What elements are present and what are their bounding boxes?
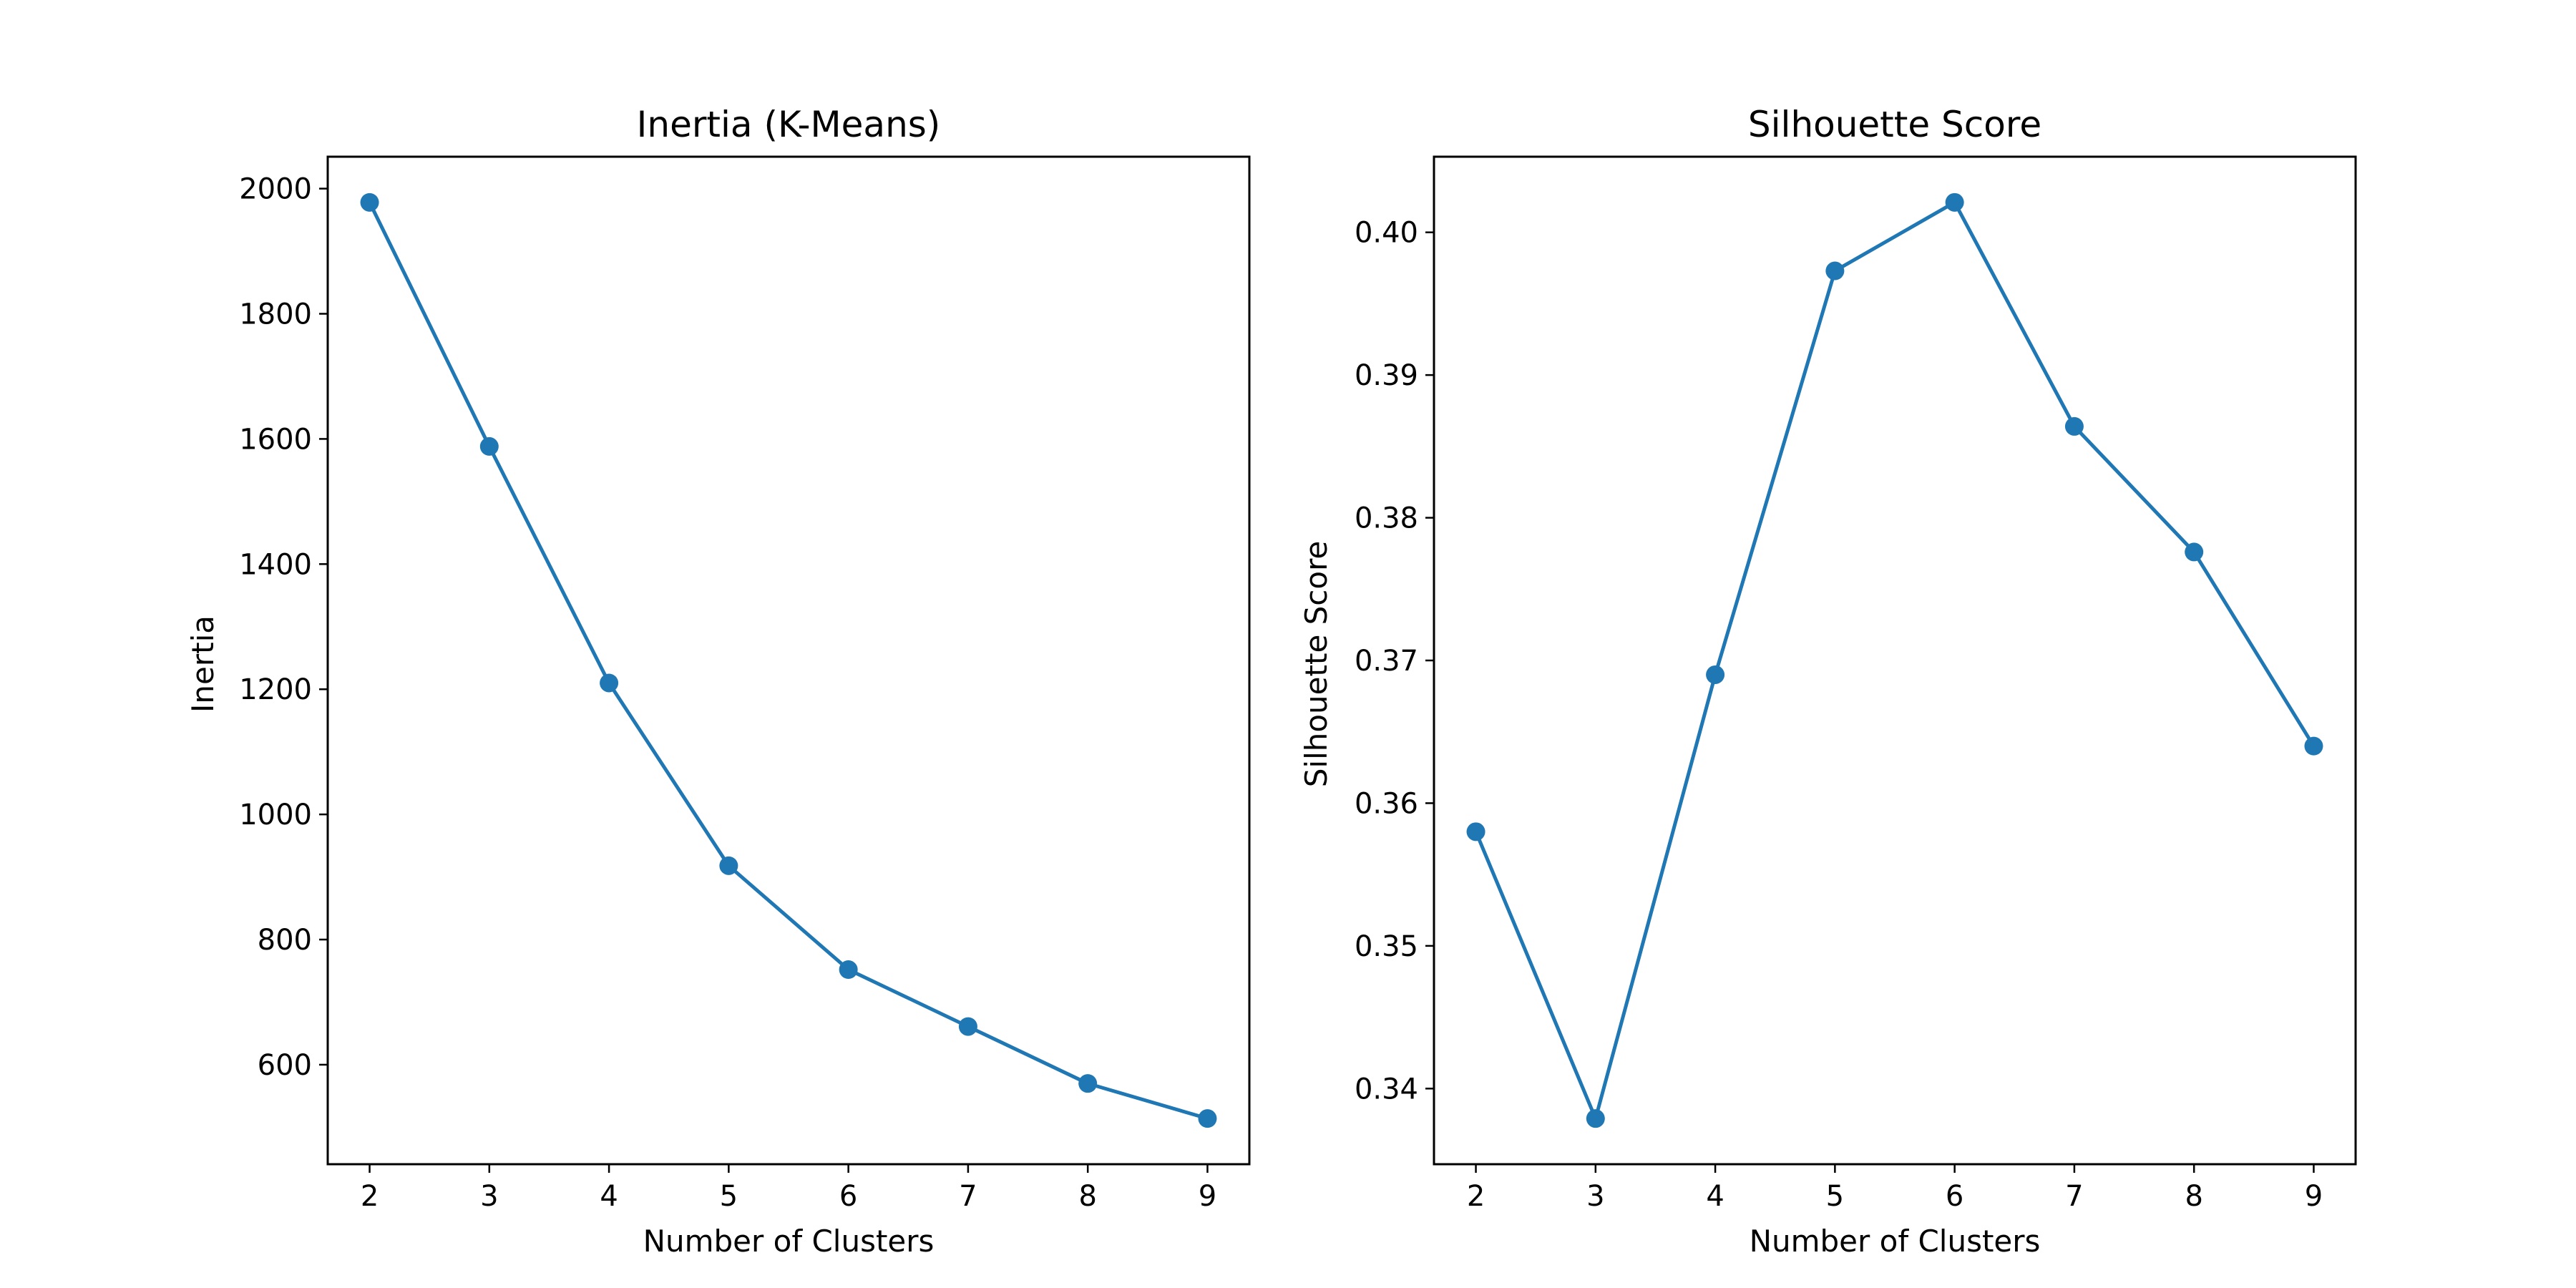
data-point — [2064, 416, 2084, 436]
x-tick-label: 9 — [1199, 1180, 1216, 1213]
data-point — [1706, 665, 1725, 684]
plot-frame — [326, 155, 1251, 1166]
data-point — [2304, 736, 2323, 756]
data-point — [1945, 192, 1964, 212]
series-line — [368, 201, 1209, 1121]
axis-ticks: 2 3 4 5 6 7 8 9 600 800 1000 1200 1400 1600 1800 2000 — [239, 173, 1216, 1213]
chart-title: Silhouette Score — [1748, 104, 2041, 145]
y-axis-label: Silhouette Score — [1299, 541, 1334, 788]
y-tick-label: 0.36 — [1355, 787, 1418, 820]
y-tick-label: 1800 — [239, 298, 312, 331]
x-axis-label: Number of Clusters — [643, 1224, 935, 1259]
x-tick-label: 4 — [1706, 1180, 1724, 1213]
y-tick-label: 2000 — [239, 173, 312, 206]
data-point — [600, 673, 619, 693]
x-tick-label: 7 — [2065, 1180, 2083, 1213]
y-tick-label: 600 — [258, 1049, 312, 1082]
plot-frame — [1433, 155, 2357, 1166]
plot-marks — [360, 192, 1217, 1128]
y-tick-label: 0.37 — [1355, 645, 1418, 678]
x-tick-label: 5 — [1826, 1180, 1844, 1213]
data-point — [360, 192, 379, 212]
axis-ticks: 2 3 4 5 6 7 8 9 0.34 0.35 0.36 0.37 0.38 0.39 0.40 — [1355, 217, 2323, 1213]
data-point — [479, 436, 499, 456]
y-tick-label: 0.40 — [1355, 217, 1418, 250]
x-tick-label: 3 — [480, 1180, 498, 1213]
data-point — [1198, 1109, 1217, 1128]
data-point — [958, 1017, 977, 1036]
y-tick-label: 800 — [258, 924, 312, 957]
x-tick-label: 9 — [2305, 1180, 2323, 1213]
series-line — [1474, 200, 2316, 1121]
y-tick-label: 0.38 — [1355, 502, 1418, 535]
data-point — [1466, 822, 1485, 841]
data-point — [719, 856, 738, 875]
x-tick-label: 4 — [600, 1180, 618, 1213]
y-tick-label: 0.34 — [1355, 1073, 1418, 1106]
y-axis-label: Inertia — [185, 615, 220, 713]
data-point — [839, 960, 858, 980]
y-tick-label: 1600 — [239, 423, 312, 456]
x-axis-label: Number of Clusters — [1750, 1224, 2041, 1259]
data-point — [1078, 1074, 1098, 1093]
plot-marks — [1466, 192, 2323, 1128]
x-tick-label: 2 — [361, 1180, 379, 1213]
y-tick-label: 1000 — [239, 799, 312, 831]
y-tick-label: 0.39 — [1355, 359, 1418, 392]
inertia-subplot: Inertia (K-Means) Number of Clusters Ine… — [185, 104, 1251, 1259]
x-tick-label: 7 — [959, 1180, 977, 1213]
x-tick-label: 3 — [1586, 1180, 1604, 1213]
x-tick-label: 8 — [1078, 1180, 1096, 1213]
data-point — [2185, 542, 2204, 562]
x-tick-label: 6 — [1946, 1180, 1963, 1213]
x-tick-label: 2 — [1467, 1180, 1485, 1213]
y-tick-label: 0.35 — [1355, 930, 1418, 963]
data-point — [1825, 261, 1845, 280]
y-tick-label: 1200 — [239, 673, 312, 706]
y-tick-label: 1400 — [239, 548, 312, 581]
x-tick-label: 5 — [720, 1180, 738, 1213]
chart-title: Inertia (K-Means) — [637, 104, 941, 145]
x-tick-label: 8 — [2185, 1180, 2202, 1213]
x-tick-label: 6 — [839, 1180, 857, 1213]
data-point — [1586, 1109, 1605, 1128]
silhouette-subplot: Silhouette Score Number of Clusters Silh… — [1299, 104, 2357, 1259]
